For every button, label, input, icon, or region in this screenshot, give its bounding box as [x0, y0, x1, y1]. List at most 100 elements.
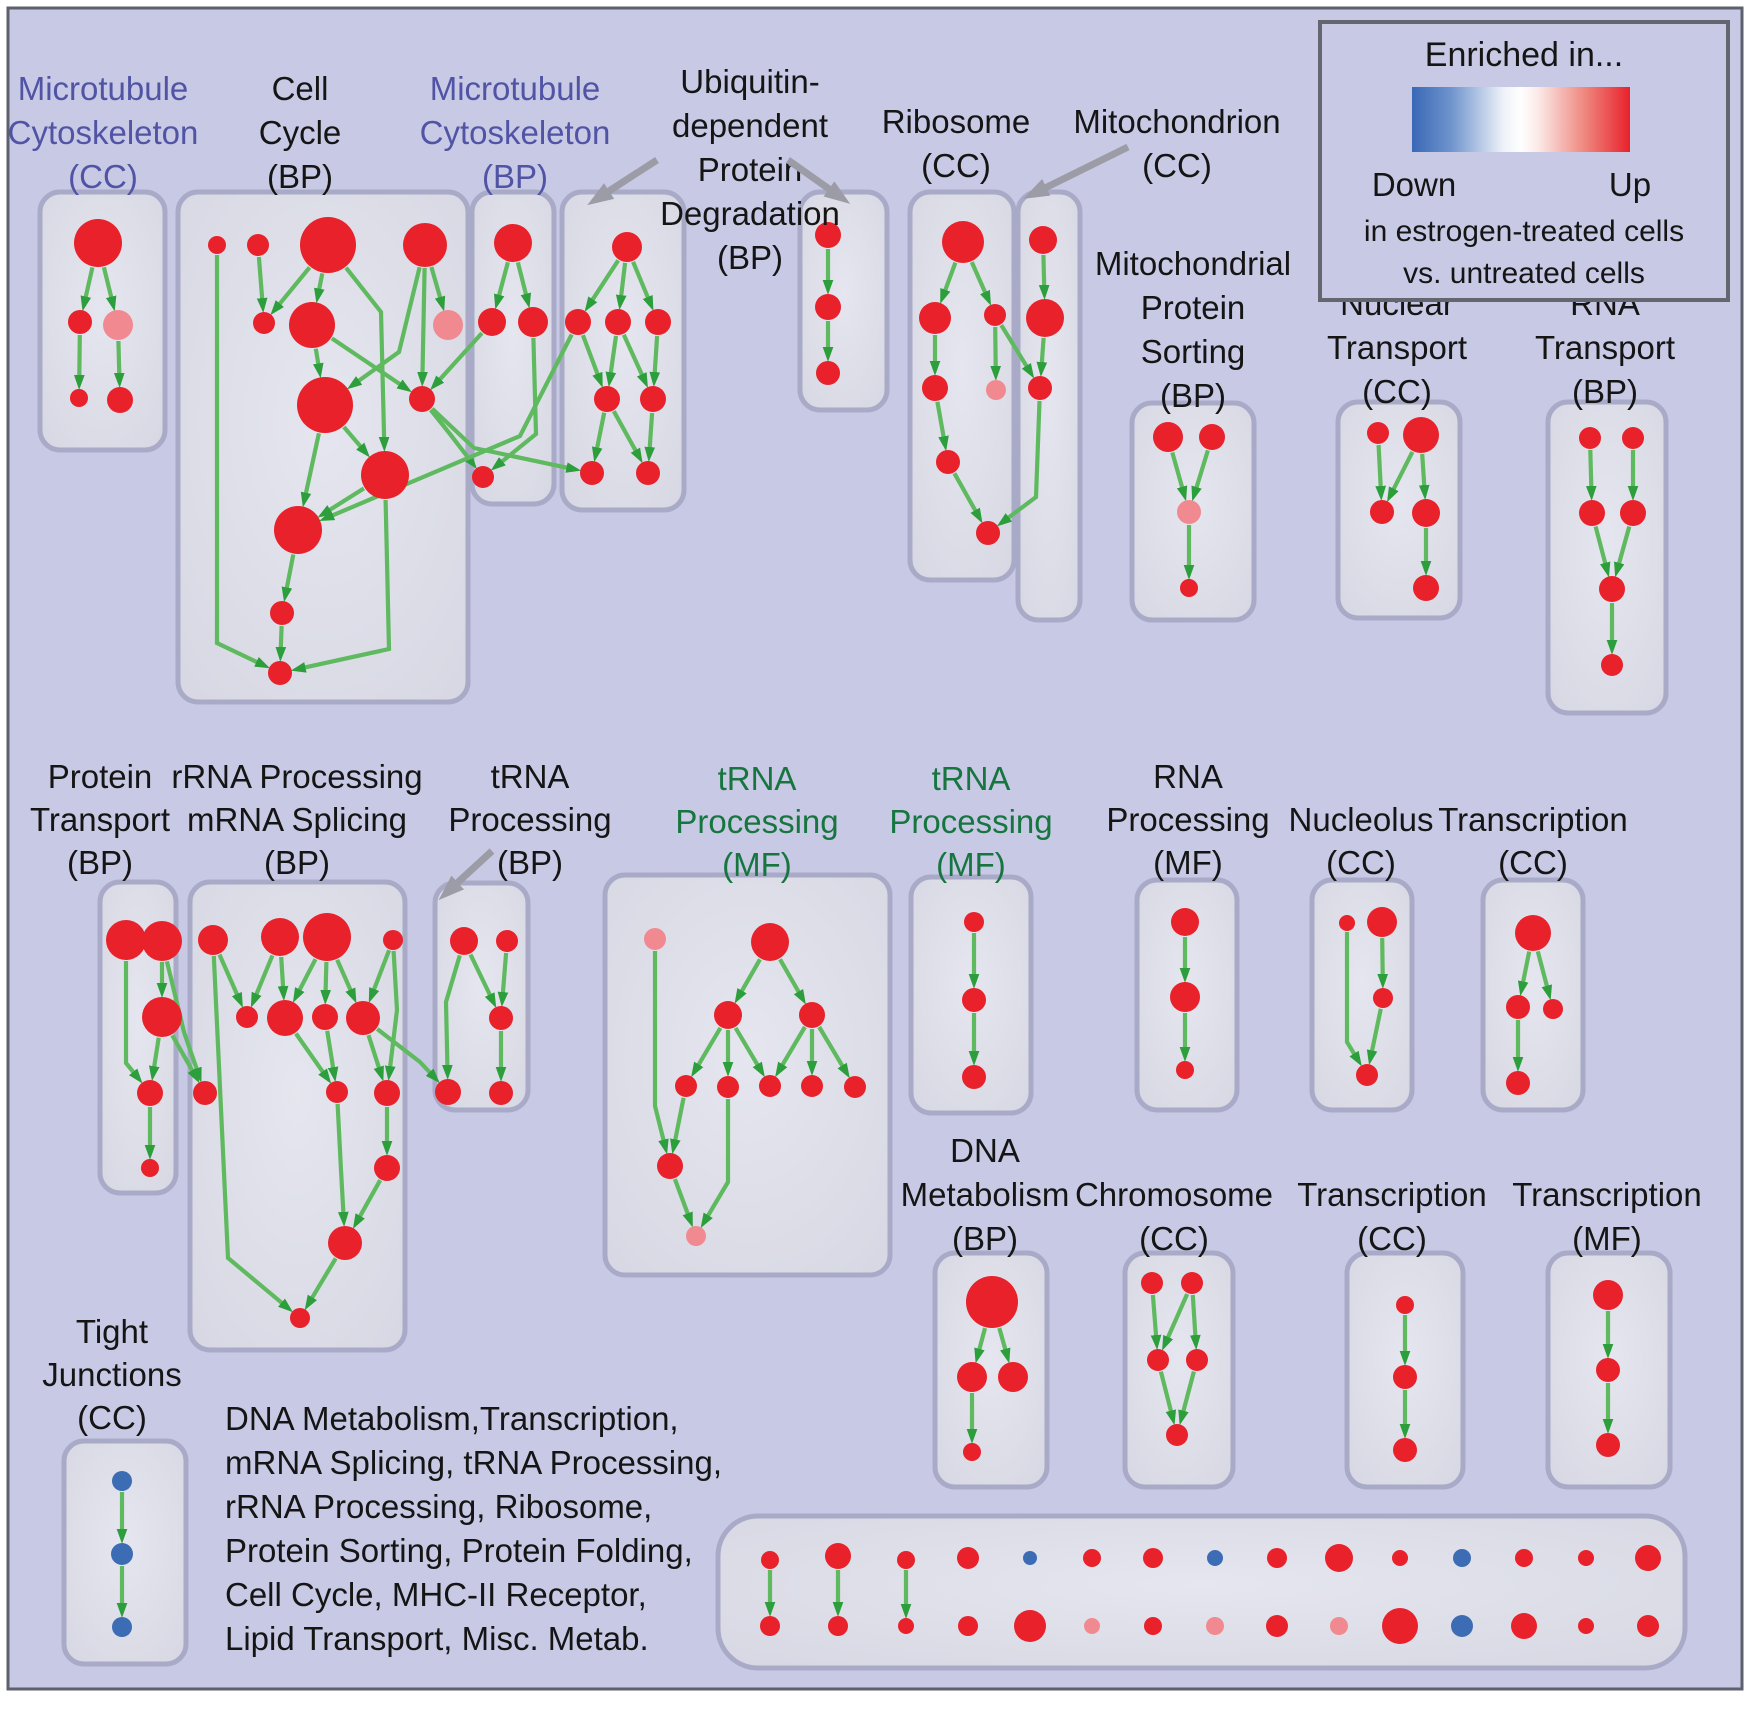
gene-set-node-b10: [361, 451, 409, 499]
relation-arrow-i4-i5: [1614, 525, 1632, 578]
go-label-trna-processing-mf-2: (MF): [936, 846, 1006, 883]
gene-set-node-g1: [1153, 422, 1183, 452]
gene-set-node-e3: [816, 361, 840, 385]
box-ribosome: [907, 189, 1017, 583]
gene-set-node-z4: [963, 1443, 981, 1461]
relation-arrow-r3-r5: [990, 326, 1002, 381]
gene-set-node-st11: [1578, 1550, 1594, 1566]
go-label-protein-transport-bp: (BP): [67, 844, 133, 881]
gene-set-node-d4: [645, 309, 671, 335]
box-nuclear-transport: [1335, 399, 1463, 621]
relation-arrow-t2-t3: [497, 952, 509, 1007]
gene-set-node-y3: [1543, 999, 1563, 1019]
go-label-trna-processing-mf-2: Processing: [889, 803, 1052, 840]
go-label-trna-processing-mf-1: (MF): [722, 846, 792, 883]
gene-set-node-p2: [1393, 1365, 1417, 1389]
go-label-cell-cycle-bp: Cell: [272, 70, 329, 107]
gene-set-node-st10: [1515, 1549, 1533, 1567]
gene-set-node-j4: [137, 1080, 163, 1106]
gene-set-node-a1: [74, 219, 122, 267]
go-label-dna-metabolism-bp: DNA: [950, 1132, 1020, 1169]
box-rna-transport: [1545, 399, 1669, 716]
relation-arrow-t1-t4: [442, 954, 462, 1080]
go-label-tight-junctions-cc: Junctions: [42, 1356, 181, 1393]
gene-set-node-u11: [686, 1226, 706, 1246]
gene-set-node-t5: [489, 1081, 513, 1105]
gene-set-node-sb9: [1451, 1615, 1473, 1637]
relation-arrow-u2-u4: [778, 958, 806, 1005]
gene-set-node-st4: [1143, 1548, 1163, 1568]
go-label-trna-processing-mf-1: tRNA: [718, 760, 797, 797]
go-label-transcription-cc-bottom: Transcription: [1297, 1176, 1487, 1213]
gene-set-node-b6: [289, 302, 335, 348]
gene-set-node-r1: [942, 221, 984, 263]
box-nucleolus: [1309, 877, 1415, 1113]
gene-set-node-m2: [1026, 299, 1064, 337]
gene-set-node-j5: [141, 1159, 159, 1177]
gene-set-node-x2: [1367, 907, 1397, 937]
gene-set-node-n1: [112, 1471, 132, 1491]
go-label-mitochondrion-cc: (CC): [1142, 147, 1212, 184]
relation-arrow-b10-b11: [317, 486, 366, 518]
relation-arrow-b10-b13: [290, 499, 392, 673]
gene-set-node-r7: [976, 521, 1000, 545]
relation-arrow-g1-g3: [1170, 451, 1188, 502]
gene-set-node-k9: [193, 1081, 217, 1105]
relation-arrow-d5-d7: [591, 412, 607, 463]
go-label-mito-protein-sorting-bp: Protein: [1141, 289, 1246, 326]
relation-arrow-a2-a4: [73, 334, 85, 390]
relation-arrow-d6-d8: [644, 412, 656, 462]
gene-set-node-b5: [253, 312, 275, 334]
gene-set-node-b7: [433, 310, 463, 340]
gene-set-node-z2: [957, 1362, 987, 1392]
go-label-mito-protein-sorting-bp: Sorting: [1141, 333, 1246, 370]
gene-set-node-q1: [1141, 1272, 1163, 1294]
go-label-tight-junctions-cc: Tight: [76, 1313, 148, 1350]
gene-set-node-z3: [998, 1362, 1028, 1392]
gene-set-node-d3: [605, 309, 631, 335]
legend-subtitle-line1: in estrogen-treated cells: [1364, 215, 1684, 248]
relation-arrow-d2-d5: [580, 334, 603, 388]
gene-set-node-m3: [1028, 376, 1052, 400]
misc-categories-note: Cell Cycle, MHC-II Receptor,: [225, 1576, 647, 1613]
go-label-rna-transport-bp: Transport: [1535, 329, 1675, 366]
box-chromosome: [1122, 1250, 1236, 1490]
go-label-transcription-mf: Transcription: [1512, 1176, 1702, 1213]
relation-arrow-k3-k6: [292, 958, 318, 1003]
relation-arrow-m2-m3: [1036, 337, 1048, 377]
go-label-trna-processing-mf-1: Processing: [675, 803, 838, 840]
gene-set-node-x1: [1339, 915, 1355, 931]
gene-set-node-q2: [1181, 1272, 1203, 1294]
gene-set-node-b8: [409, 386, 435, 412]
gene-set-node-c2: [478, 308, 506, 336]
gene-set-node-u5: [675, 1075, 697, 1097]
gene-set-node-n3: [112, 1617, 132, 1637]
gene-set-node-g4: [1180, 579, 1198, 597]
relation-arrow-b8-d7: [430, 407, 582, 473]
relation-arrow-d1-d3: [615, 262, 628, 311]
relation-arrow-d5-d8: [611, 410, 643, 464]
label-pointer-arrow-3: [438, 848, 495, 901]
go-label-mitochondrion-cc: Mitochondrion: [1073, 103, 1280, 140]
go-label-microtubule-cytoskeleton-cc: (CC): [68, 158, 138, 195]
relation-arrow-c3-c4: [490, 337, 539, 471]
gene-set-node-r5: [986, 380, 1006, 400]
go-label-rrna-mrna-bp: (BP): [264, 844, 330, 881]
go-label-microtubule-cytoskeleton-cc: Microtubule: [18, 70, 189, 107]
box-dna-metabolism: [932, 1250, 1050, 1490]
gene-set-node-b13: [268, 661, 292, 685]
relation-arrow-h2-h3: [1387, 450, 1415, 503]
go-label-cell-cycle-bp: (BP): [267, 158, 333, 195]
gene-set-node-a5: [107, 387, 133, 413]
go-label-trna-processing-bp: Processing: [448, 801, 611, 838]
gene-set-node-b2: [247, 234, 269, 256]
relation-arrow-b4-b8: [417, 267, 428, 387]
relation-arrow-i3-i5: [1593, 525, 1611, 578]
gene-set-node-q3: [1147, 1349, 1169, 1371]
relation-arrow-d1-d2: [584, 259, 620, 312]
go-label-microtubule-cytoskeleton-bp: Microtubule: [430, 70, 601, 107]
relation-arrow-r3-m3: [999, 324, 1035, 379]
relation-arrow-r4-r6: [935, 401, 949, 452]
misc-categories-note: DNA Metabolism,Transcription,: [225, 1400, 679, 1437]
